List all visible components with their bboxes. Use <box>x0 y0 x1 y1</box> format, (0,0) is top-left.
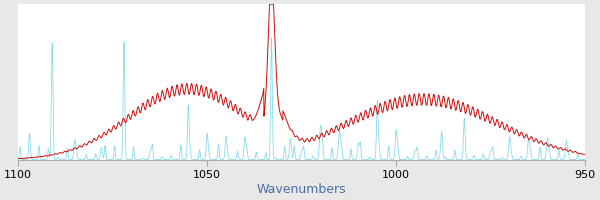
X-axis label: Wavenumbers: Wavenumbers <box>257 183 347 196</box>
